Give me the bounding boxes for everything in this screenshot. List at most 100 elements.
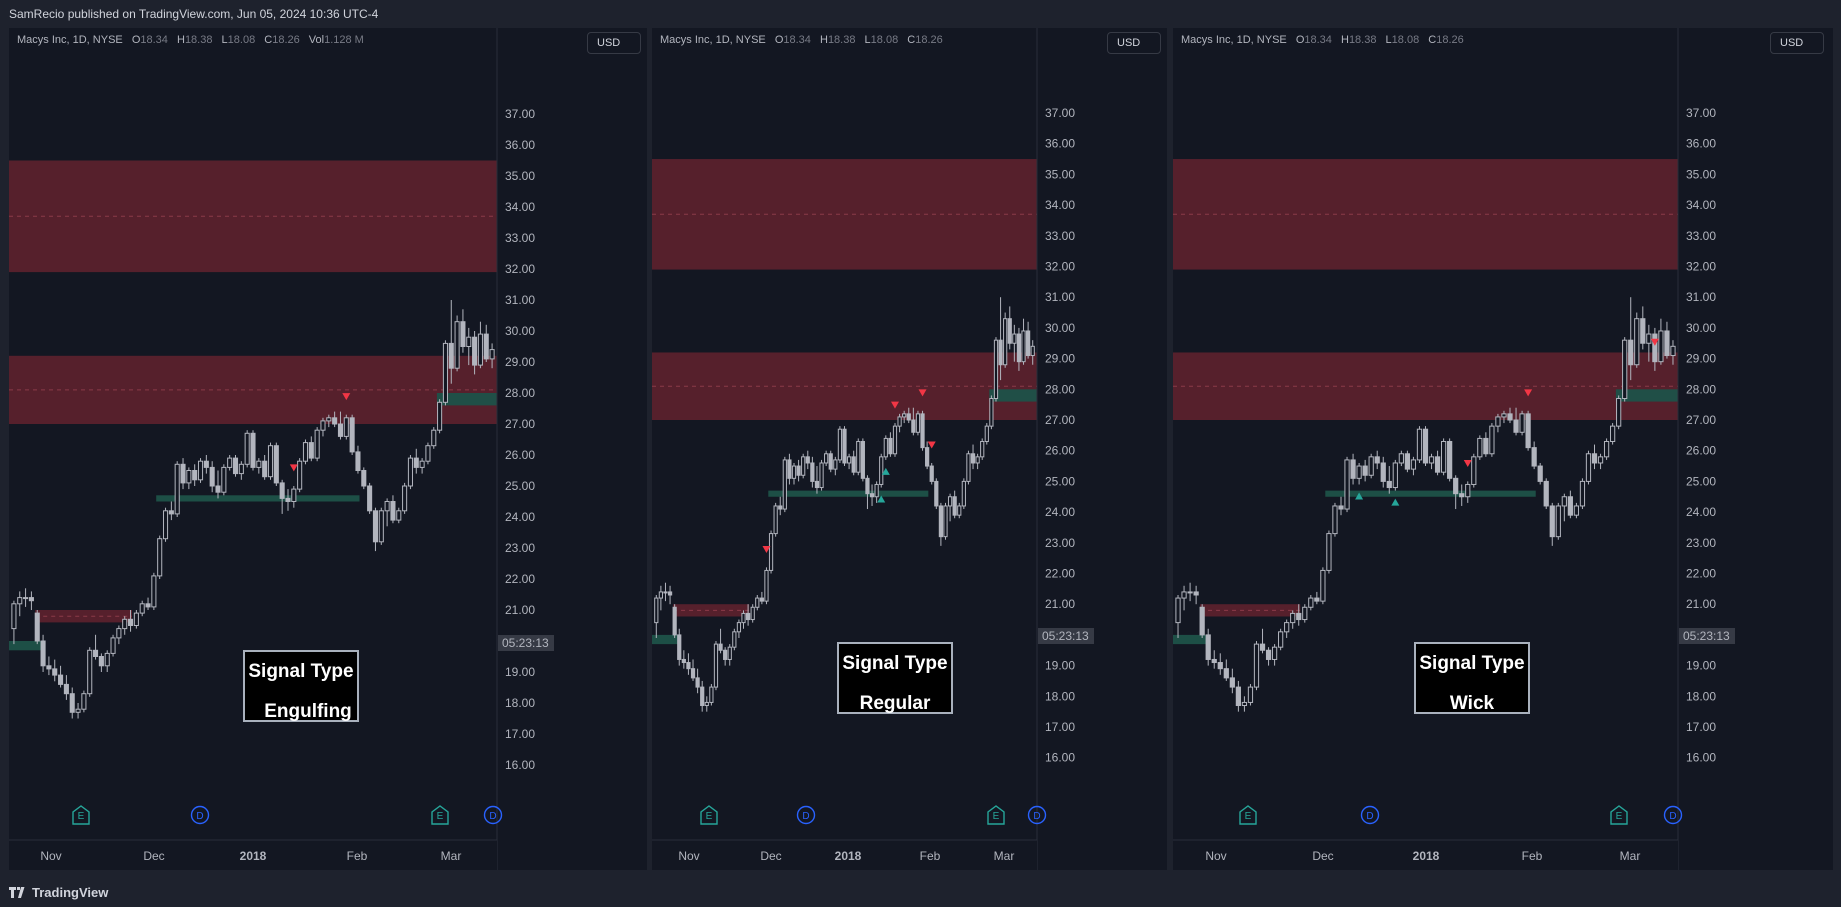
bullish-signal-marker: [1391, 498, 1400, 506]
candle-body: [349, 417, 355, 453]
currency-button[interactable]: USD: [587, 32, 641, 54]
candle-body: [81, 693, 87, 710]
time-tick-label: Nov: [678, 849, 699, 863]
signal-type-title: Signal Type: [842, 653, 948, 674]
candle-body: [1332, 505, 1338, 535]
candle-body: [1495, 416, 1501, 427]
candle-body: [378, 510, 384, 543]
bearish-signal-marker: [342, 393, 351, 401]
candle-body: [1374, 456, 1380, 464]
candle-body: [1386, 480, 1392, 489]
price-tick-label: 31.00: [505, 293, 535, 307]
earnings-marker-label: E: [1616, 811, 1623, 822]
candle-body: [168, 510, 174, 515]
demand-zone: [768, 490, 929, 497]
low-value: 18.08: [870, 34, 899, 46]
high-label: H: [176, 34, 185, 46]
price-tick-label: 26.00: [1686, 444, 1716, 458]
countdown-label: 05:23:13: [1042, 629, 1089, 643]
candle-body: [244, 432, 250, 465]
candle-body: [1259, 643, 1266, 651]
price-tick-label: 17.00: [1045, 720, 1075, 734]
earnings-marker: [987, 805, 1005, 825]
candle-body: [291, 488, 297, 503]
currency-button[interactable]: USD: [1770, 32, 1824, 54]
candle-body: [828, 453, 833, 470]
price-tick-label: 21.00: [1045, 597, 1075, 611]
candle-body: [1265, 649, 1272, 660]
chart-canvas[interactable]: 16.0017.0018.0019.0020.0021.0022.0023.00…: [9, 28, 647, 870]
candle-body: [1634, 318, 1640, 366]
candle-body: [128, 618, 134, 626]
high-value: 18.38: [827, 34, 856, 46]
price-tick-label: 19.00: [1686, 659, 1716, 673]
demand-zone: [652, 634, 681, 645]
candle-body: [1278, 631, 1284, 648]
price-tick-label: 30.00: [505, 324, 535, 338]
candle-body: [993, 339, 999, 400]
signal-type-title: Signal Type: [1419, 653, 1525, 674]
candle-body: [860, 440, 865, 479]
candle-body: [1610, 425, 1616, 442]
chart-panel-wick[interactable]: 16.0017.0018.0019.0020.0021.0022.0023.00…: [1173, 28, 1833, 870]
candle-body: [1579, 480, 1586, 507]
candle-body: [658, 591, 663, 599]
price-tick-label: 18.00: [505, 696, 535, 710]
price-tick-label: 34.00: [505, 200, 535, 214]
candle-body: [1338, 505, 1344, 510]
candle-body: [139, 603, 145, 614]
candle-body: [667, 591, 673, 596]
price-tick-label: 23.00: [505, 541, 535, 555]
low-value: 18.08: [1391, 34, 1420, 46]
earnings-marker: [431, 805, 449, 825]
candle-body: [929, 465, 934, 482]
candle-body: [902, 413, 907, 418]
bearish-signal-marker: [1463, 459, 1472, 467]
close-value: 18.26: [915, 34, 943, 46]
currency-button[interactable]: USD: [1107, 32, 1161, 54]
symbol-title: Macys Inc, 1D, NYSE: [660, 34, 766, 46]
candle-body: [174, 463, 180, 515]
candle-body: [122, 618, 128, 630]
candle-body: [1664, 330, 1670, 357]
price-tick-label: 32.00: [1686, 260, 1716, 274]
candle-body: [46, 665, 52, 670]
symbol-legend: Macys Inc, 1D, NYSE O18.34 H18.38 L18.08…: [660, 34, 949, 46]
symbol-title: Macys Inc, 1D, NYSE: [1181, 34, 1287, 46]
bearish-signal-marker: [1650, 338, 1659, 346]
price-tick-label: 25.00: [505, 479, 535, 493]
candle-body: [454, 321, 460, 369]
candle-body: [232, 457, 239, 475]
chart-panel-engulfing[interactable]: 16.0017.0018.0019.0020.0021.0022.0023.00…: [9, 28, 647, 870]
tradingview-logo[interactable]: TradingView: [9, 885, 108, 900]
countdown-badge: [1038, 628, 1094, 644]
chart-canvas[interactable]: 16.0017.0018.0019.0020.0021.0022.0023.00…: [652, 28, 1167, 870]
earnings-marker-label: E: [993, 811, 1000, 822]
candle-body: [943, 505, 948, 538]
candle-body: [1428, 456, 1435, 464]
candle-body: [1199, 606, 1205, 636]
candle-body: [477, 333, 483, 366]
high-label: H: [819, 34, 828, 46]
candle-body: [1187, 591, 1193, 594]
price-tick-label: 27.00: [505, 417, 535, 431]
candle-body: [874, 483, 879, 498]
chart-canvas[interactable]: 16.0017.0018.0019.0020.0021.0022.0023.00…: [1173, 28, 1833, 870]
open-value: 18.34: [1304, 34, 1332, 46]
candle-body: [52, 668, 58, 676]
symbol-title: Macys Inc, 1D, NYSE: [17, 34, 123, 46]
dividend-marker-label: D: [1033, 811, 1040, 822]
volume-label: Vol: [308, 34, 325, 46]
price-tick-label: 35.00: [1686, 167, 1716, 181]
countdown-label: 05:23:13: [502, 636, 549, 650]
candle-body: [98, 656, 104, 667]
close-label: C: [907, 34, 916, 46]
candle-body: [778, 505, 783, 510]
chart-panel-regular[interactable]: 16.0017.0018.0019.0020.0021.0022.0023.00…: [652, 28, 1167, 870]
candle-body: [741, 612, 746, 624]
candle-body: [1302, 606, 1308, 621]
candle-body: [897, 416, 902, 427]
price-tick-label: 29.00: [1686, 352, 1716, 366]
dividend-marker: [1663, 805, 1683, 825]
candle-body: [337, 423, 344, 437]
